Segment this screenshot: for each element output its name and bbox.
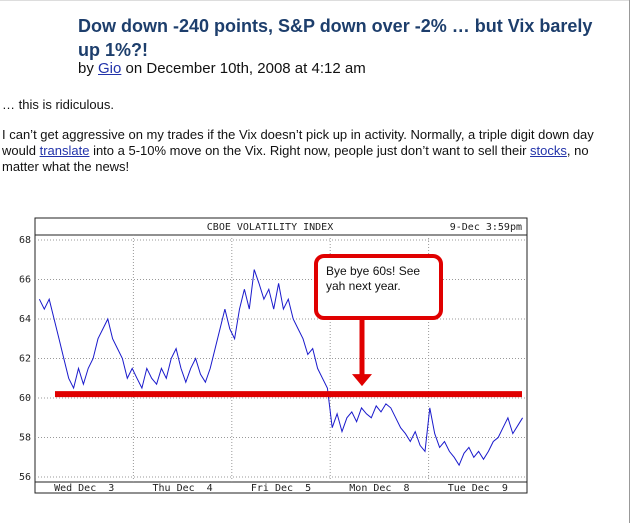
top-border bbox=[0, 0, 629, 1]
right-border bbox=[629, 0, 630, 523]
y-tick-label: 68 bbox=[19, 235, 31, 246]
byline: by Gio on December 10th, 2008 at 4:12 am bbox=[78, 60, 366, 77]
y-tick-label: 58 bbox=[19, 433, 31, 444]
chart-frame bbox=[34, 217, 528, 494]
chart-subtitle: 9-Dec 3:59pm bbox=[450, 222, 522, 233]
y-tick-label: 62 bbox=[19, 354, 31, 365]
y-tick-label: 60 bbox=[19, 393, 31, 404]
post-title[interactable]: Dow down -240 points, S&P down over -2% … bbox=[78, 16, 593, 60]
x-tick-label: Mon Dec 8 bbox=[349, 483, 409, 494]
link[interactable]: stocks bbox=[530, 143, 567, 158]
annotation-box bbox=[314, 254, 443, 320]
paragraph: … this is ridiculous. bbox=[2, 97, 114, 112]
arrow-head bbox=[352, 374, 372, 387]
text: I can’t get aggressive on my trades if t… bbox=[2, 127, 594, 158]
author-link[interactable]: Gio bbox=[98, 60, 122, 77]
text: , no matter what the news! bbox=[2, 143, 589, 174]
annotation: Bye bye 60s! See yah next year. bbox=[326, 264, 421, 293]
link[interactable]: translate bbox=[39, 143, 90, 158]
paragraph: I can’t get aggressive on my trades if t… bbox=[2, 127, 627, 175]
x-tick-label: Fri Dec 5 bbox=[251, 483, 311, 494]
y-tick-label: 66 bbox=[19, 274, 31, 285]
annotation-text: Bye bye 60s! See yah next year. bbox=[326, 264, 421, 293]
y-tick-label: 56 bbox=[19, 472, 31, 483]
by: by bbox=[78, 60, 94, 77]
chart-title: CBOE VOLATILITY INDEX bbox=[207, 222, 333, 233]
text: into a 5-10% move on the Vix. Right now,… bbox=[89, 143, 531, 158]
y-tick-label: 64 bbox=[19, 314, 31, 325]
x-tick-label: Wed Dec 3 bbox=[54, 483, 114, 494]
x-tick-label: Tue Dec 9 bbox=[448, 483, 508, 494]
post-date: on December 10th, 2008 at 4:12 am bbox=[125, 60, 366, 77]
x-tick-label: Thu Dec 4 bbox=[152, 483, 212, 494]
data-line bbox=[38, 269, 524, 467]
